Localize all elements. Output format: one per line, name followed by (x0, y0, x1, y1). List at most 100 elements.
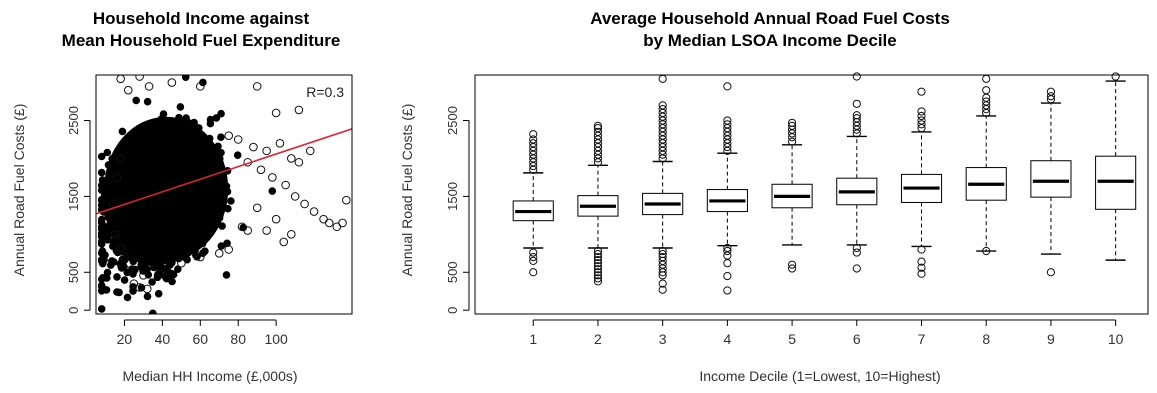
outlier-point (917, 245, 926, 254)
scatter-point (217, 109, 225, 118)
outlier-point (917, 116, 926, 125)
scatter-outlier-point (224, 131, 234, 140)
scatter-outlier-point (249, 142, 258, 152)
box-x-tick-label: 10 (1108, 331, 1124, 347)
outlier-point (787, 121, 797, 130)
outlier-point (917, 263, 926, 272)
outlier-point (723, 251, 732, 260)
scatter-outlier-point (116, 243, 125, 253)
scatter-point (149, 309, 157, 314)
outlier-point (723, 116, 732, 125)
scatter-point-cloud (97, 75, 351, 314)
scatter-point (201, 247, 209, 256)
box-x-tick-label: 9 (1047, 331, 1055, 347)
box-group-decile-5 (771, 118, 813, 273)
outlier-point (1046, 92, 1056, 101)
scatter-outlier-point (262, 226, 271, 235)
box-group-decile-4 (706, 82, 748, 295)
box-title-line-1: Average Household Annual Road Fuel Costs (590, 9, 950, 28)
outlier-point (723, 82, 732, 91)
scatter-point (101, 251, 109, 259)
outlier-point (658, 271, 667, 280)
scatter-point (97, 195, 106, 204)
box-y-tick-label: 2500 (445, 106, 460, 135)
outlier-point (852, 72, 861, 81)
scatter-x-tick-label: 40 (155, 331, 171, 347)
scatter-outlier-point (309, 207, 319, 216)
scatter-point (97, 257, 106, 265)
scatter-outlier-point (135, 75, 144, 81)
scatter-point (97, 282, 106, 291)
box-group-decile-10 (1095, 72, 1137, 261)
box-group-decile-9 (1030, 87, 1072, 277)
scatter-point (103, 148, 112, 157)
scatter-point (233, 151, 242, 160)
box-group-decile-3 (642, 74, 684, 294)
outlier-point (529, 268, 538, 277)
outlier-point (1046, 87, 1056, 96)
box-group-decile-6 (836, 72, 878, 273)
scatter-outlier-point (116, 154, 125, 163)
outlier-point (787, 260, 797, 269)
outlier-point (593, 121, 603, 130)
scatter-point (159, 110, 168, 118)
outlier-point (593, 277, 603, 286)
scatter-point (103, 274, 111, 282)
scatter-point (148, 278, 156, 286)
scatter-outlier-point (167, 78, 177, 87)
scatter-point (143, 97, 152, 106)
outlier-point (982, 86, 991, 95)
scatter-cloud-core (105, 152, 182, 263)
scatter-outlier-point (294, 157, 304, 167)
scatter-outlier-point (120, 252, 129, 262)
scatter-point (97, 225, 106, 233)
scatter-outlier-point (271, 108, 281, 118)
scatter-outlier-point (275, 138, 285, 148)
outlier-point (917, 269, 926, 278)
box-x-tick-label: 8 (982, 331, 990, 347)
scatter-point (120, 256, 129, 265)
box-group-decile-2 (577, 121, 619, 286)
scatter-point (217, 133, 225, 142)
box-group-decile-1 (512, 130, 554, 277)
outlier-point (593, 265, 603, 274)
scatter-point (115, 288, 123, 297)
outlier-point (1111, 72, 1120, 81)
scatter-point (154, 289, 163, 298)
scatter-outlier-point (256, 165, 266, 175)
outlier-point (593, 127, 603, 137)
scatter-y-tick-label: 1500 (66, 182, 81, 211)
outlier-point (593, 259, 603, 268)
box-x-tick-label: 7 (918, 331, 926, 347)
outlier-point (593, 256, 603, 265)
box-plot-frame (474, 74, 1149, 315)
scatter-outlier-point (144, 82, 154, 91)
scatter-point (268, 187, 277, 195)
outlier-point (658, 268, 667, 277)
scatter-outlier-point (342, 195, 351, 205)
outlier-point (852, 248, 861, 257)
scatter-outlier-point (287, 230, 296, 239)
scatter-outlier-point (271, 214, 281, 224)
scatter-outlier-point (116, 75, 125, 84)
outlier-point (723, 246, 732, 256)
outlier-point (593, 249, 603, 259)
scatter-outlier-point (237, 222, 247, 232)
box-x-tick-label: 5 (788, 331, 796, 347)
outlier-point (529, 135, 538, 144)
outlier-point (593, 268, 603, 277)
outlier-point (982, 246, 991, 256)
scatter-x-tick-label: 60 (193, 331, 209, 347)
box-x-tick-label: 2 (594, 331, 602, 347)
outlier-point (529, 256, 538, 265)
box-group-decile-8 (965, 74, 1007, 256)
scatter-point (206, 119, 215, 128)
scatter-outlier-point (279, 237, 289, 247)
box-group-decile-7 (900, 87, 943, 278)
outlier-point (529, 248, 538, 257)
scatter-y-tick-label: 0 (66, 307, 81, 314)
scatter-outlier-point (338, 218, 347, 228)
scatter-outlier-point (142, 284, 152, 294)
scatter-outlier-point (123, 266, 133, 276)
scatter-outlier-point (332, 222, 342, 232)
